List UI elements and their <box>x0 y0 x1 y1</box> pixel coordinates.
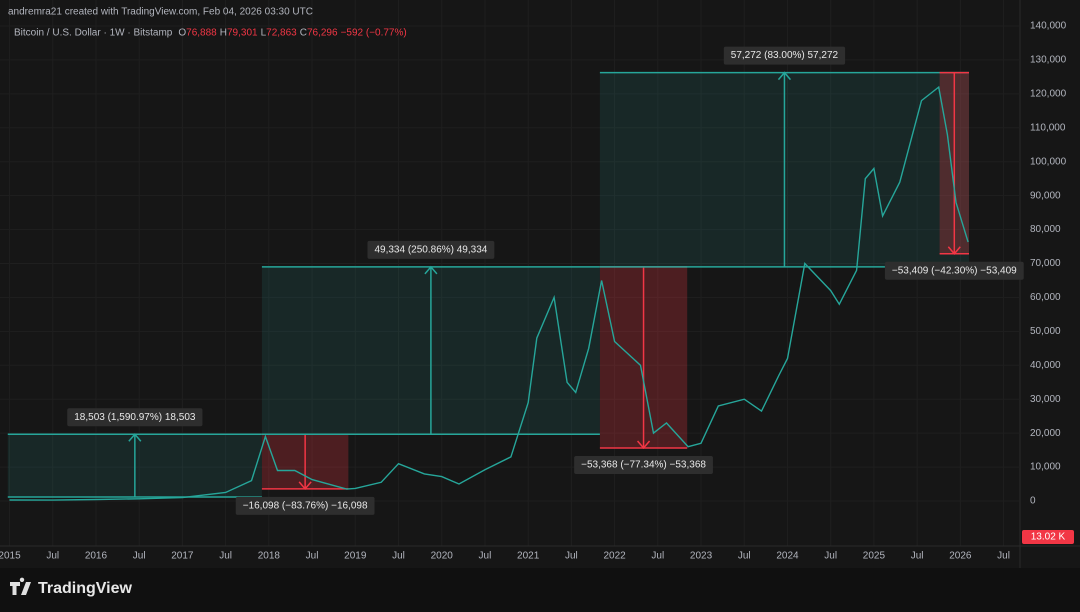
x-tick-label: 2026 <box>949 551 972 562</box>
measure-label-bg <box>367 240 495 259</box>
measure-label: 57,272 (83.00%) 57,272 <box>731 50 839 61</box>
measure-arrowhead <box>777 71 792 81</box>
legend-key: O <box>178 28 186 39</box>
measure-label-bg <box>574 455 713 474</box>
y-tick-label: 30,000 <box>1030 394 1061 405</box>
x-tick-label: 2017 <box>171 551 194 562</box>
x-tick-label: Jul <box>738 551 751 562</box>
y-tick-label: 0 <box>1030 496 1036 507</box>
y-tick-label: 10,000 <box>1030 462 1061 473</box>
y-tick-label: 20,000 <box>1030 428 1061 439</box>
logo: TradingView <box>10 577 133 597</box>
volume-badge: 13.02 K <box>1031 532 1066 543</box>
credit: andremra21 created with TradingView.com,… <box>8 7 313 18</box>
x-tick-label: 2025 <box>863 551 886 562</box>
y-tick-label: 100,000 <box>1030 156 1067 167</box>
legend-key: L <box>261 28 267 39</box>
measure-label: −16,098 (−83.76%) −16,098 <box>243 501 368 512</box>
legend-key: H <box>220 28 227 39</box>
x-tick-label: Jul <box>133 551 146 562</box>
x-tick-label: 2022 <box>603 551 626 562</box>
legend-value: 76,888 <box>186 28 217 39</box>
y-tick-label: 80,000 <box>1030 224 1061 235</box>
x-tick-label: Jul <box>306 551 319 562</box>
y-tick-label: 60,000 <box>1030 292 1061 303</box>
x-tick-label: Jul <box>46 551 59 562</box>
x-tick-label: 2024 <box>776 551 799 562</box>
logo-icon <box>10 577 31 595</box>
measure-arrowhead <box>424 265 438 275</box>
measure-label: −53,409 (−42.30%) −53,409 <box>892 265 1017 276</box>
y-tick-label: 140,000 <box>1030 21 1067 32</box>
x-tick-label: Jul <box>651 551 664 562</box>
measure-label-bg <box>235 496 375 515</box>
legend-key: C <box>300 28 307 39</box>
x-tick-label: 2021 <box>517 551 540 562</box>
legend-series: Bitcoin / U.S. Dollar · 1W · Bitstamp <box>14 28 173 39</box>
x-tick-label: Jul <box>997 551 1010 562</box>
measure-arrowhead <box>636 440 651 450</box>
x-tick-label: Jul <box>479 551 492 562</box>
measure-label-bg <box>67 408 203 427</box>
logo-text: TradingView <box>38 580 133 597</box>
measure-arrowhead <box>947 246 961 255</box>
measure-label: 49,334 (250.86%) 49,334 <box>374 245 487 256</box>
measure-label: −53,368 (−77.34%) −53,368 <box>581 460 706 471</box>
grid <box>0 0 1020 546</box>
measure-arrowhead <box>298 481 312 491</box>
y-tick-label: 40,000 <box>1030 360 1061 371</box>
measure-label-bg <box>884 261 1024 280</box>
measure-arrowhead <box>128 433 142 442</box>
x-tick-label: Jul <box>824 551 837 562</box>
y-tick-label: 110,000 <box>1030 122 1066 133</box>
y-tick-label: 130,000 <box>1030 55 1067 66</box>
legend-change: −592 (−0.77%) <box>341 28 407 39</box>
measure-label-bg <box>723 46 846 65</box>
y-tick-label: 90,000 <box>1030 190 1061 201</box>
legend-value: 79,301 <box>227 28 258 39</box>
volume-badge-bg <box>1022 530 1074 544</box>
measure-label: 18,503 (1,590.97%) 18,503 <box>74 412 196 423</box>
footer <box>0 568 1080 612</box>
x-tick-label: Jul <box>392 551 405 562</box>
x-tick-label: 2020 <box>431 551 454 562</box>
y-tick-label: 70,000 <box>1030 258 1061 269</box>
y-tick-label: 120,000 <box>1030 88 1067 99</box>
y-tick-label: 50,000 <box>1030 326 1061 337</box>
legend-value: 76,296 <box>307 28 338 39</box>
x-tick-label: 2015 <box>0 551 21 562</box>
x-tick-label: 2016 <box>85 551 108 562</box>
x-tick-label: 2018 <box>258 551 281 562</box>
x-tick-label: Jul <box>565 551 578 562</box>
x-tick-label: Jul <box>911 551 924 562</box>
legend-value: 72,863 <box>266 28 297 39</box>
measures: 18,503 (1,590.97%) 18,503 −16,098 (−83.76… <box>7 46 1024 515</box>
x-tick-label: Jul <box>219 551 232 562</box>
price-line <box>9 85 969 501</box>
x-tick-label: 2023 <box>690 551 713 562</box>
x-tick-label: 2019 <box>344 551 367 562</box>
